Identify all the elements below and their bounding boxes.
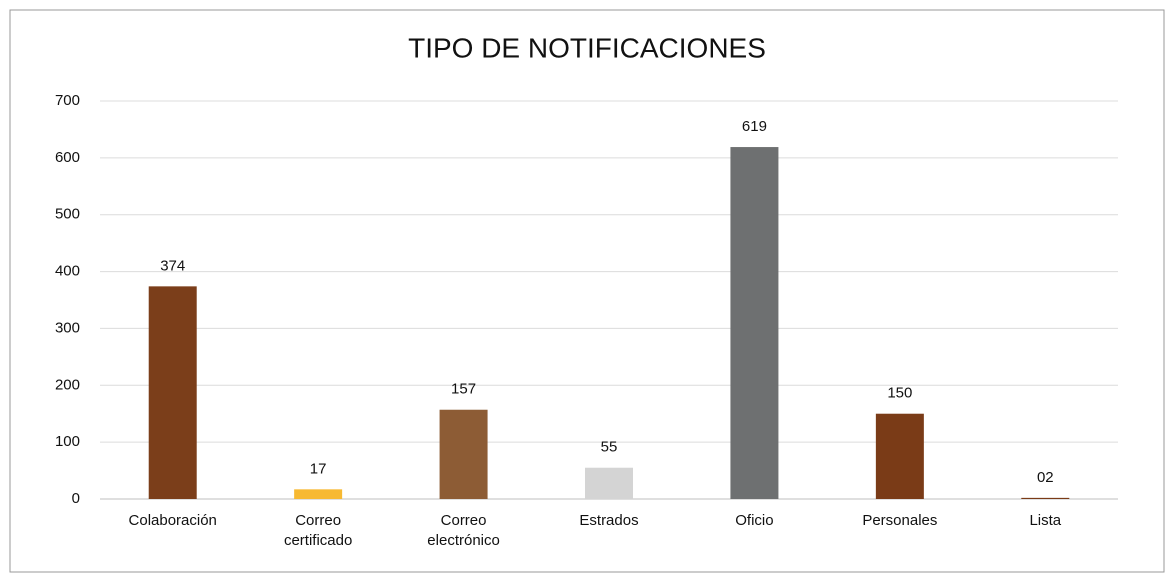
data-label: 619 [742, 118, 767, 135]
bar [148, 286, 197, 499]
data-label: 157 [451, 381, 476, 398]
y-tick-label: 400 [55, 263, 80, 280]
bar [875, 413, 924, 499]
x-tick-label: Lista [1029, 512, 1061, 529]
data-label: 02 [1037, 469, 1054, 486]
x-tick-label: Correo certificado [284, 512, 352, 549]
y-tick-label: 700 [55, 92, 80, 109]
bar [294, 489, 343, 499]
bar [585, 467, 633, 499]
y-tick-label: 300 [55, 319, 80, 336]
data-label: 55 [601, 439, 618, 456]
y-tick-label: 0 [72, 490, 80, 507]
x-tick-label: Personales [862, 512, 937, 529]
bar [1021, 497, 1070, 499]
bar [730, 147, 779, 499]
x-tick-label: Correo electrónico [427, 512, 500, 549]
bar [439, 409, 488, 499]
y-tick-label: 200 [55, 376, 80, 393]
data-label: 17 [310, 460, 327, 477]
y-tick-label: 500 [55, 206, 80, 223]
x-tick-label: Colaboración [129, 512, 217, 529]
y-tick-label: 600 [55, 149, 80, 166]
y-tick-label: 100 [55, 433, 80, 450]
data-label: 150 [887, 385, 912, 402]
data-label: 374 [160, 257, 185, 274]
x-tick-label: Estrados [579, 512, 638, 529]
x-tick-label: Oficio [735, 512, 773, 529]
chart-title: TIPO DE NOTIFICACIONES [408, 32, 766, 63]
